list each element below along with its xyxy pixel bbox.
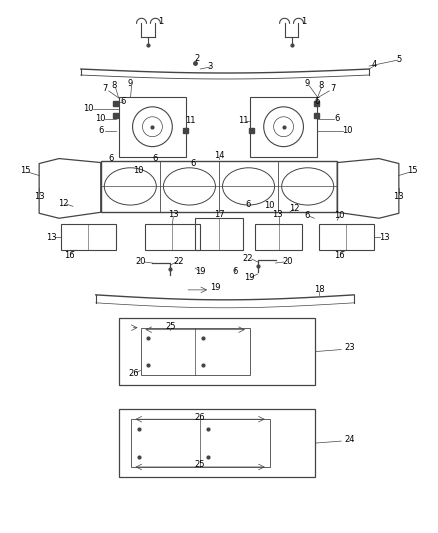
Text: 10: 10 (84, 104, 94, 114)
Bar (314, 101, 319, 106)
Text: 9: 9 (128, 79, 133, 88)
Text: 25: 25 (195, 461, 205, 470)
Bar (113, 101, 118, 106)
Text: 2: 2 (194, 54, 200, 62)
Bar (141, 328, 250, 375)
Bar (314, 113, 319, 118)
Bar (319, 224, 374, 250)
Text: 10: 10 (265, 201, 275, 210)
Text: 6: 6 (314, 98, 320, 107)
Bar (195, 218, 243, 250)
Text: 19: 19 (244, 273, 255, 282)
Text: 11: 11 (185, 116, 195, 125)
Bar (113, 113, 118, 118)
Text: 6: 6 (305, 211, 310, 220)
Text: 6: 6 (153, 154, 158, 163)
Text: 12: 12 (289, 204, 300, 213)
Text: 25: 25 (165, 322, 176, 331)
Text: 3: 3 (207, 61, 213, 70)
Bar (101, 160, 337, 212)
Text: 19: 19 (210, 284, 220, 293)
Bar (183, 128, 188, 133)
Text: 10: 10 (342, 126, 353, 135)
Bar (145, 224, 200, 250)
Text: 20: 20 (135, 256, 146, 265)
Text: 26: 26 (195, 413, 205, 422)
Text: 18: 18 (314, 285, 325, 294)
Text: 14: 14 (214, 151, 224, 160)
Text: 16: 16 (334, 251, 345, 260)
Text: 19: 19 (195, 268, 205, 277)
Text: 13: 13 (378, 232, 389, 241)
Text: 15: 15 (20, 166, 31, 175)
Text: 8: 8 (111, 82, 117, 91)
Text: 4: 4 (371, 60, 377, 69)
Text: 13: 13 (168, 210, 179, 219)
Text: 23: 23 (344, 343, 355, 352)
Text: 13: 13 (46, 232, 57, 241)
Text: 6: 6 (335, 114, 340, 123)
Text: 6: 6 (245, 200, 251, 209)
Text: 6: 6 (120, 98, 125, 107)
Bar (250, 97, 318, 157)
Bar (61, 224, 116, 250)
Text: 9: 9 (305, 79, 310, 88)
Text: 20: 20 (283, 256, 293, 265)
Bar (131, 419, 270, 467)
Text: 10: 10 (334, 211, 344, 220)
Text: 6: 6 (191, 159, 196, 168)
Text: 7: 7 (102, 84, 107, 93)
Text: 10: 10 (133, 166, 144, 175)
Text: 7: 7 (331, 84, 336, 93)
Text: 22: 22 (243, 254, 253, 263)
Text: 17: 17 (214, 210, 224, 219)
Bar (119, 97, 186, 157)
Bar (119, 318, 315, 385)
Text: 6: 6 (232, 268, 237, 277)
Text: 13: 13 (272, 210, 283, 219)
Text: 13: 13 (393, 192, 404, 201)
Text: 10: 10 (95, 114, 106, 123)
Text: 12: 12 (58, 199, 68, 208)
Bar (249, 128, 254, 133)
Text: 1: 1 (158, 17, 163, 26)
Text: 1: 1 (301, 17, 306, 26)
Text: 11: 11 (239, 116, 249, 125)
Text: 13: 13 (34, 192, 45, 201)
Bar (255, 224, 303, 250)
Text: 5: 5 (396, 54, 402, 63)
Text: 15: 15 (407, 166, 418, 175)
Text: 22: 22 (173, 256, 184, 265)
Text: 26: 26 (128, 369, 139, 378)
Text: 6: 6 (108, 154, 113, 163)
Bar (119, 409, 315, 477)
Text: 16: 16 (64, 251, 74, 260)
Text: 6: 6 (98, 126, 103, 135)
Text: 8: 8 (319, 82, 324, 91)
Text: 24: 24 (344, 434, 355, 443)
